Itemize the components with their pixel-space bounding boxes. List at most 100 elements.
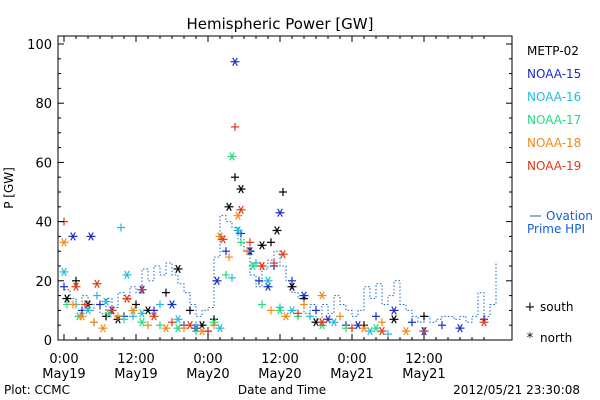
north-marker-spoke [391,306,397,315]
north-marker [377,326,387,336]
north-marker [161,323,171,333]
north-marker-spoke [289,306,295,315]
x-tick-date-label: May19 [114,367,157,382]
y-axis-label: P [GW] [2,167,16,209]
north-marker [173,315,183,324]
south-marker [228,273,236,282]
legend-entry: NOAA-19 [527,159,581,173]
north-marker [101,297,111,306]
x-tick-date-label: May20 [186,367,229,382]
marker-key-north-symbol: * [527,331,534,346]
north-marker-spoke [175,264,181,274]
north-marker [455,323,465,333]
series-noaa-16 [59,223,392,339]
south-marker [279,188,287,196]
north-marker-spoke [238,184,244,194]
south-marker [267,306,275,315]
chart-title: Hemispheric Power [GW] [187,15,374,33]
north-marker-spoke [130,306,136,315]
north-marker-spoke [124,270,130,280]
north-marker [122,294,132,303]
marker-key-south-label: south [540,300,574,314]
north-marker [287,306,297,315]
ovation-legend: Ovation Prime HPI [527,209,593,236]
north-marker-spoke [229,152,235,161]
south-marker [156,321,164,330]
south-marker [438,321,446,330]
north-marker-spoke [151,312,157,321]
north-marker [59,238,69,247]
north-marker [263,276,273,285]
ovation-legend-label-line2: Prime HPI [527,222,585,236]
y-axis: 0 20 40 60 80 100 [27,38,512,349]
legend-entry: METP-02 [527,44,579,58]
x-axis-label: Date and Time [238,383,326,397]
south-marker [306,312,314,321]
south-marker [72,276,80,285]
north-marker [62,294,72,303]
north-marker-spoke [199,326,205,336]
north-marker-spoke [313,318,319,327]
south-marker [222,247,230,256]
x-tick-date-label: May21 [330,367,373,382]
south-marker [348,324,356,333]
north-marker [71,282,81,291]
south-marker [231,122,239,131]
north-marker [479,318,489,327]
y-tick-label: 80 [35,97,52,112]
legend: METP-02 NOAA-15 NOAA-16 NOAA-17 NOAA-18 NOAA-… [527,44,581,173]
south-marker [420,327,428,336]
north-marker-spoke [373,323,379,333]
north-marker-spoke [175,315,181,324]
north-marker [401,326,411,336]
north-marker-spoke [232,57,238,66]
north-marker [122,270,132,280]
north-marker [185,321,195,330]
legend-entry: NOAA-18 [527,136,581,150]
south-marker [384,330,392,339]
north-marker [389,306,399,315]
series-noaa-15 [60,57,488,336]
north-marker-spoke [481,318,487,327]
north-marker-spoke [280,249,286,259]
north-marker-spoke [79,312,85,321]
marker-key: + south * north [525,300,574,346]
legend-entry: NOAA-17 [527,113,581,127]
series-noaa-19 [60,122,489,336]
north-marker [215,323,225,333]
north-marker [98,323,108,333]
south-marker [186,306,194,315]
north-marker-spoke [277,208,283,217]
x-axis: 0:00May1912:00May190:00May2012:00May200:… [42,36,485,382]
north-marker-spoke [331,318,337,327]
north-marker-spoke [319,318,325,327]
y-tick-label: 100 [27,38,52,53]
north-marker-spoke [355,321,361,330]
south-marker [204,327,212,336]
south-marker [267,238,275,247]
north-marker-spoke [289,282,295,291]
legend-entry: NOAA-16 [527,90,581,104]
south-marker [150,306,158,315]
north-marker [275,208,285,217]
north-marker [275,306,285,315]
north-marker-spoke [319,291,325,300]
south-marker [408,318,416,327]
north-marker-spoke [85,306,91,315]
north-marker [137,309,147,318]
south-marker [120,315,128,324]
ovation-line [64,215,497,323]
x-tick-time-label: 12:00 [117,352,154,367]
north-marker-spoke [361,323,367,333]
y-tick-label: 60 [35,156,52,171]
north-marker-spoke [238,205,244,214]
south-marker [270,259,278,268]
north-marker-spoke [217,323,223,333]
south-marker [243,247,251,256]
north-marker-spoke [259,241,265,250]
north-marker-spoke [103,297,109,306]
north-marker-spoke [175,323,181,333]
x-tick-time-label: 12:00 [261,352,298,367]
south-marker [90,318,98,327]
x-tick-time-label: 0:00 [337,352,366,367]
